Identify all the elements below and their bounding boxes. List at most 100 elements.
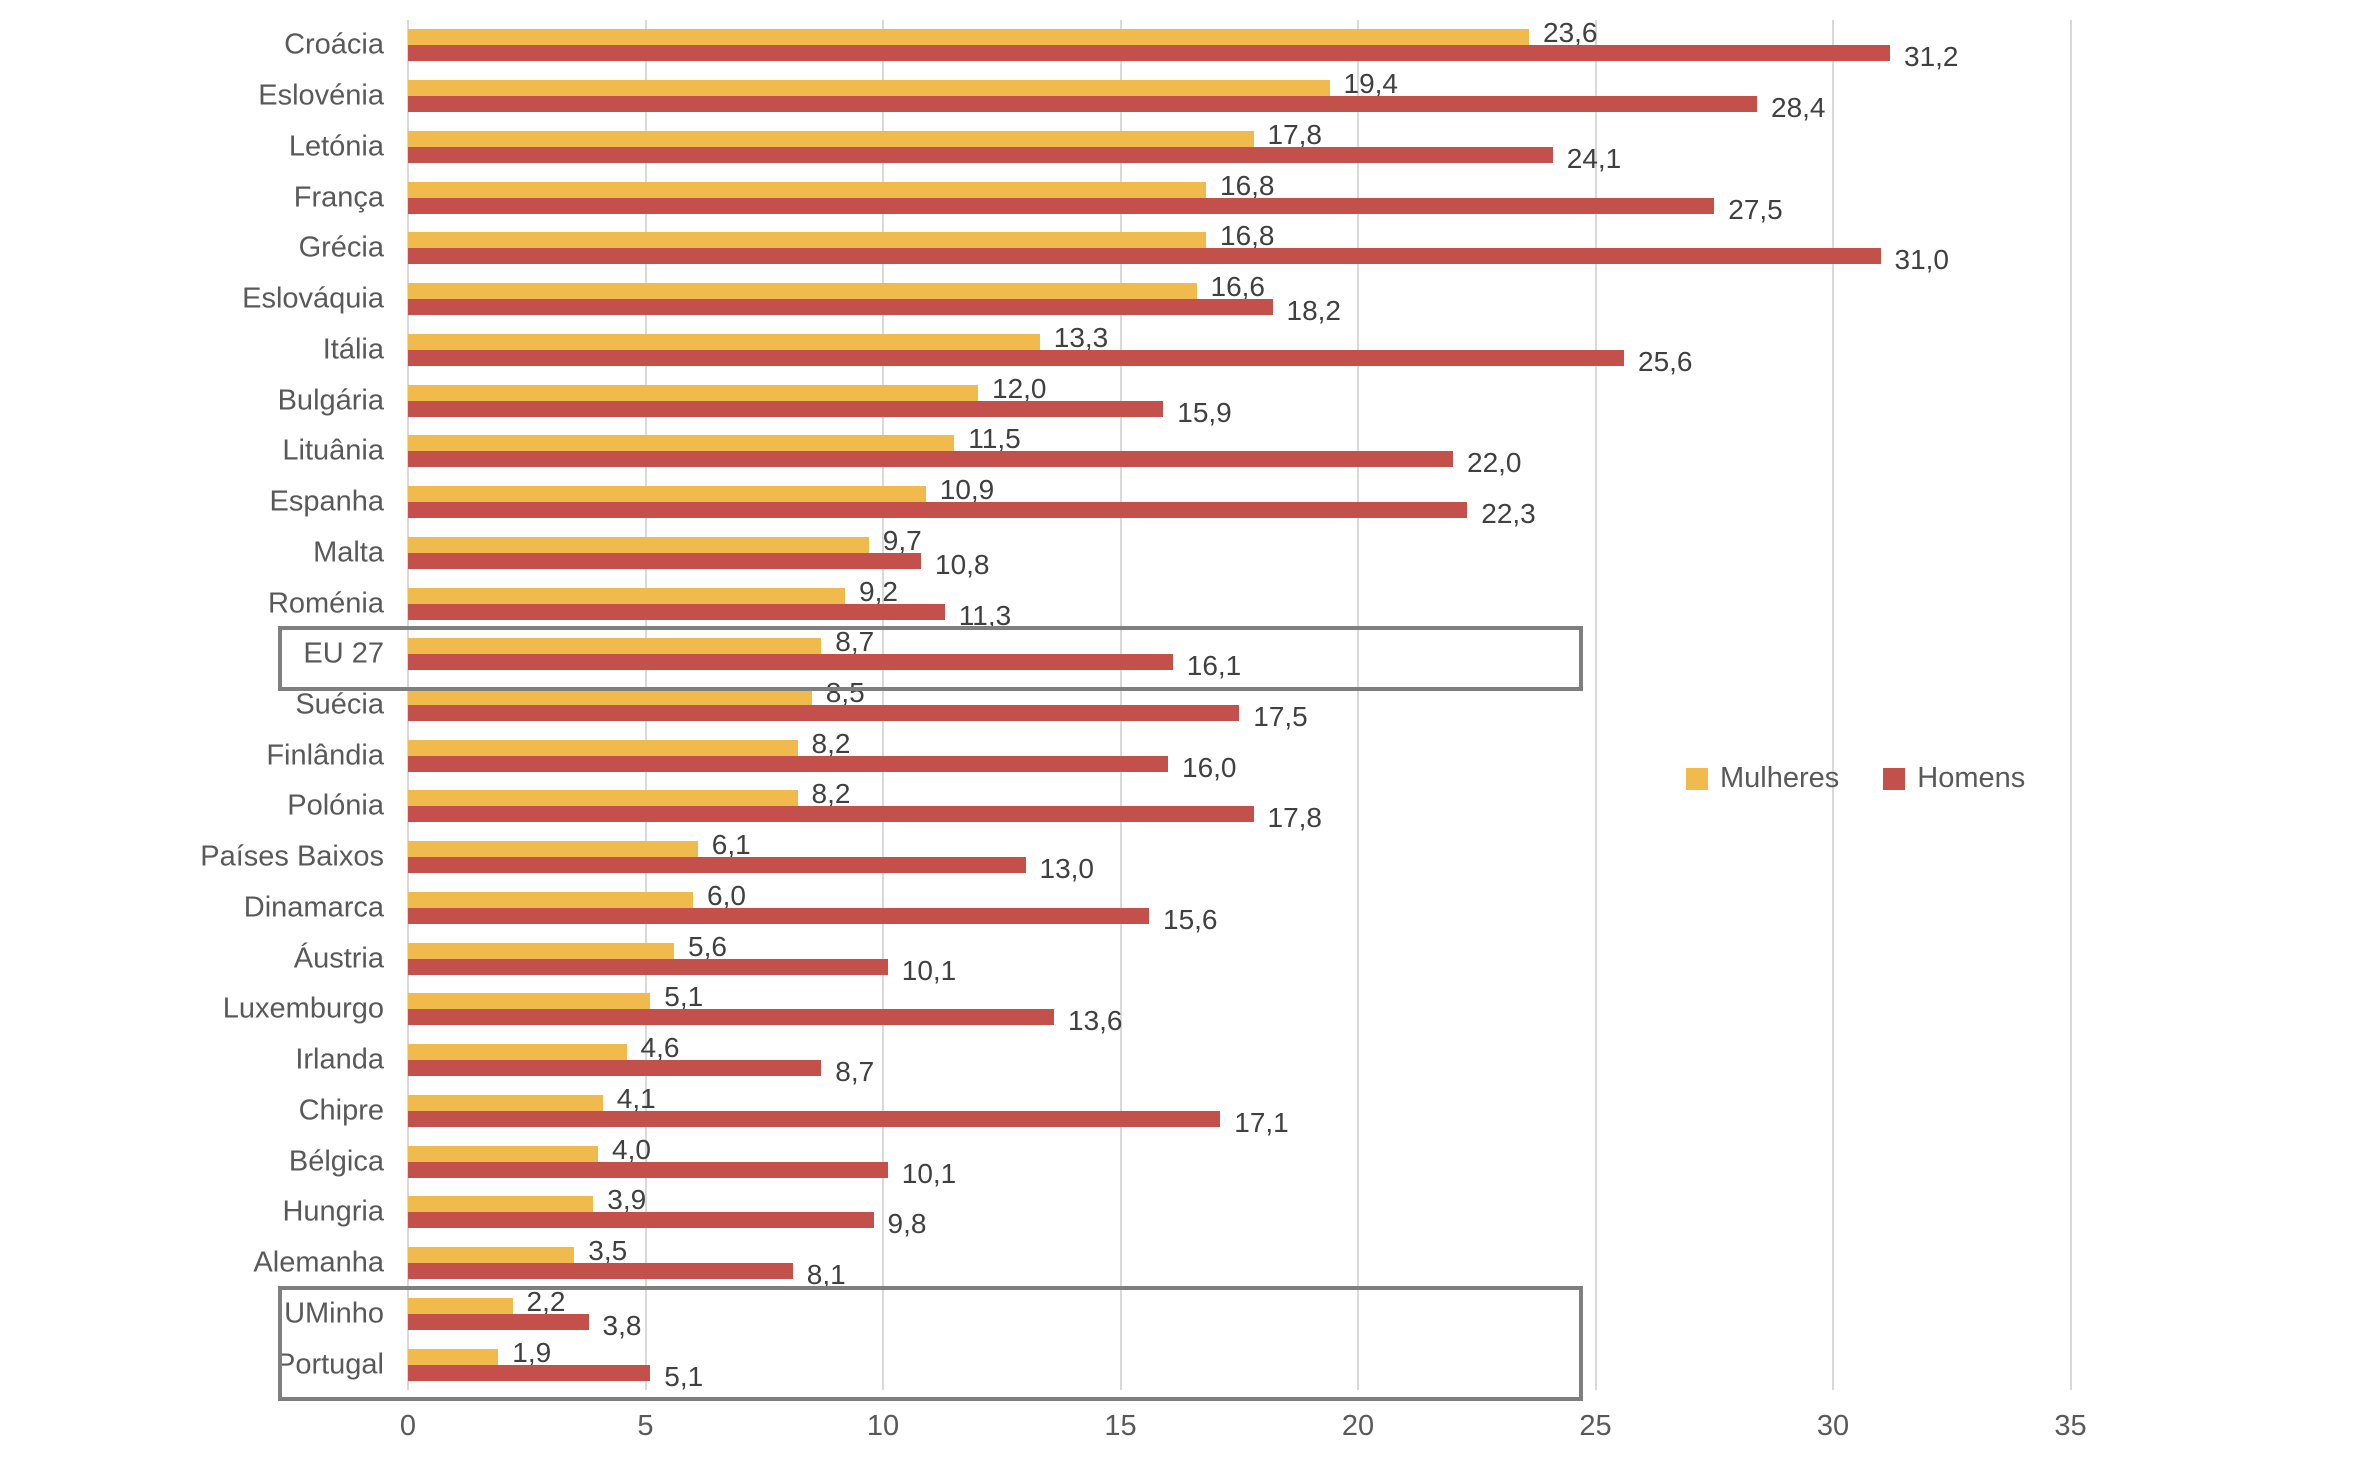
value-label-mulheres: 8,2 xyxy=(811,727,851,759)
category-label: Letónia xyxy=(288,130,384,163)
value-label-homens: 24,1 xyxy=(1566,142,1622,174)
bar-homens: 11,3 xyxy=(408,600,1011,631)
value-label-mulheres: 4,6 xyxy=(640,1032,680,1064)
bar-homens: 17,1 xyxy=(408,1107,1289,1138)
value-label-homens: 13,0 xyxy=(1039,853,1095,885)
value-label-homens: 8,7 xyxy=(835,1056,875,1088)
bar-mulheres: 6,0 xyxy=(408,880,746,911)
bar-mulheres: 1,9 xyxy=(408,1337,551,1368)
category-label: Croácia xyxy=(284,28,384,61)
chart-row: Roménia 9,2 11,3 xyxy=(0,576,2357,631)
category-label: Eslovénia xyxy=(258,79,384,112)
value-label-homens: 15,9 xyxy=(1177,396,1232,428)
gridline xyxy=(2069,20,2072,1390)
x-tick-label: 10 xyxy=(866,1410,900,1442)
category-label: Lituânia xyxy=(282,434,384,467)
bar-mulheres: 10,9 xyxy=(408,474,994,505)
value-label-mulheres: 3,5 xyxy=(588,1235,628,1267)
value-label-homens: 3,8 xyxy=(602,1309,642,1341)
category-label: Alemanha xyxy=(253,1246,384,1279)
value-label-mulheres: 16,6 xyxy=(1210,271,1266,303)
value-label-homens: 10,1 xyxy=(901,954,957,986)
chart-row: UMinho 2,2 3,8 xyxy=(0,1285,2357,1341)
value-label-mulheres: 5,6 xyxy=(688,930,727,962)
value-label-mulheres: 1,9 xyxy=(512,1336,552,1368)
bar-mulheres: 8,7 xyxy=(408,626,874,657)
value-label-homens: 10,1 xyxy=(901,1157,957,1189)
bar-homens: 5,1 xyxy=(408,1361,703,1392)
bar-homens: 22,3 xyxy=(408,498,1536,529)
chart-row: Finlândia 8,2 16,0 xyxy=(0,727,2357,783)
bar-homens: 13,0 xyxy=(408,853,1094,884)
value-label-homens: 31,0 xyxy=(1894,244,1950,276)
bar-homens: 27,5 xyxy=(408,194,1783,225)
bar-mulheres: 3,9 xyxy=(408,1184,646,1215)
chart-row: França 16,8 27,5 xyxy=(0,170,2357,225)
bar-mulheres: 16,8 xyxy=(408,170,1275,201)
category-label: Áustria xyxy=(293,942,384,975)
category-label: Suécia xyxy=(295,688,384,721)
bar-mulheres: 6,1 xyxy=(408,829,751,860)
value-label-mulheres: 2,2 xyxy=(526,1285,566,1317)
value-label-mulheres: 12,0 xyxy=(992,372,1047,404)
legend-item-mulheres: Mulheres xyxy=(1686,762,1839,795)
legend-item-homens: Homens xyxy=(1883,762,2025,795)
category-label: EU 27 xyxy=(303,637,384,670)
chart-row: Dinamarca 6,0 15,6 xyxy=(0,880,2357,935)
bar-mulheres: 5,6 xyxy=(408,931,727,962)
value-label-mulheres: 6,0 xyxy=(707,879,746,911)
x-tick-label: 35 xyxy=(2054,1410,2087,1442)
bar-homens: 3,8 xyxy=(408,1310,641,1341)
chart-row: Grécia 16,8 31,0 xyxy=(0,220,2357,275)
legend: Mulheres Homens xyxy=(1686,762,2025,795)
category-label: Chipre xyxy=(298,1094,384,1127)
x-tick-label: 5 xyxy=(637,1410,654,1442)
legend-swatch-homens-icon xyxy=(1883,767,1906,790)
chart-row: EU 27 8,7 16,1 xyxy=(0,626,2357,682)
highlight-box-uminho-portugal xyxy=(278,1285,1583,1401)
bar-homens: 31,0 xyxy=(408,244,1949,275)
bar-homens: 24,1 xyxy=(408,143,1621,174)
chart-row: Malta 9,7 10,8 xyxy=(0,525,2357,580)
bar-mulheres: 16,6 xyxy=(408,271,1265,302)
bar-mulheres: 9,2 xyxy=(408,576,898,607)
value-label-homens: 17,8 xyxy=(1267,802,1323,834)
category-label: França xyxy=(293,181,384,214)
chart-row: Portugal 1,9 5,1 xyxy=(0,1337,2357,1392)
category-label: Malta xyxy=(313,536,384,569)
value-label-homens: 28,4 xyxy=(1771,92,1826,124)
bar-homens: 31,2 xyxy=(408,41,1959,72)
legend-label-homens: Homens xyxy=(1917,762,2026,794)
bar-mulheres: 12,0 xyxy=(408,373,1047,404)
bar-mulheres: 3,5 xyxy=(408,1235,627,1266)
chart-row: Áustria 5,6 10,1 xyxy=(0,931,2357,986)
value-label-homens: 11,3 xyxy=(958,599,1012,631)
bar-homens: 15,6 xyxy=(408,904,1218,935)
value-label-homens: 15,6 xyxy=(1163,903,1218,935)
value-label-homens: 16,1 xyxy=(1186,650,1242,682)
category-label: Hungria xyxy=(282,1195,384,1228)
bar-homens: 15,9 xyxy=(408,397,1232,428)
value-label-homens: 16,0 xyxy=(1182,751,1237,783)
chart-row: Lituânia 11,5 22,0 xyxy=(0,423,2357,478)
category-label: Dinamarca xyxy=(243,891,384,924)
bar-mulheres: 13,3 xyxy=(408,322,1108,353)
value-label-homens: 22,3 xyxy=(1481,498,1536,530)
value-label-mulheres: 13,3 xyxy=(1053,321,1109,353)
value-label-homens: 17,1 xyxy=(1234,1106,1289,1138)
bar-mulheres: 17,8 xyxy=(408,119,1322,150)
category-label: Luxemburgo xyxy=(222,992,384,1025)
value-label-mulheres: 16,8 xyxy=(1220,169,1275,201)
value-label-mulheres: 16,8 xyxy=(1220,220,1275,252)
bar-mulheres: 19,4 xyxy=(408,68,1398,99)
value-label-mulheres: 4,0 xyxy=(612,1133,651,1165)
bar-homens: 9,8 xyxy=(408,1208,926,1239)
value-label-mulheres: 19,4 xyxy=(1343,68,1399,100)
bar-homens: 10,8 xyxy=(408,549,990,580)
chart-row: Eslováquia 16,6 18,2 xyxy=(0,271,2357,326)
bar-mulheres: 4,1 xyxy=(408,1083,656,1114)
x-tick-label: 25 xyxy=(1579,1410,1612,1442)
chart-row: Luxemburgo 5,1 13,6 xyxy=(0,981,2357,1036)
value-label-mulheres: 8,7 xyxy=(835,626,875,658)
bar-mulheres: 4,0 xyxy=(408,1134,651,1165)
